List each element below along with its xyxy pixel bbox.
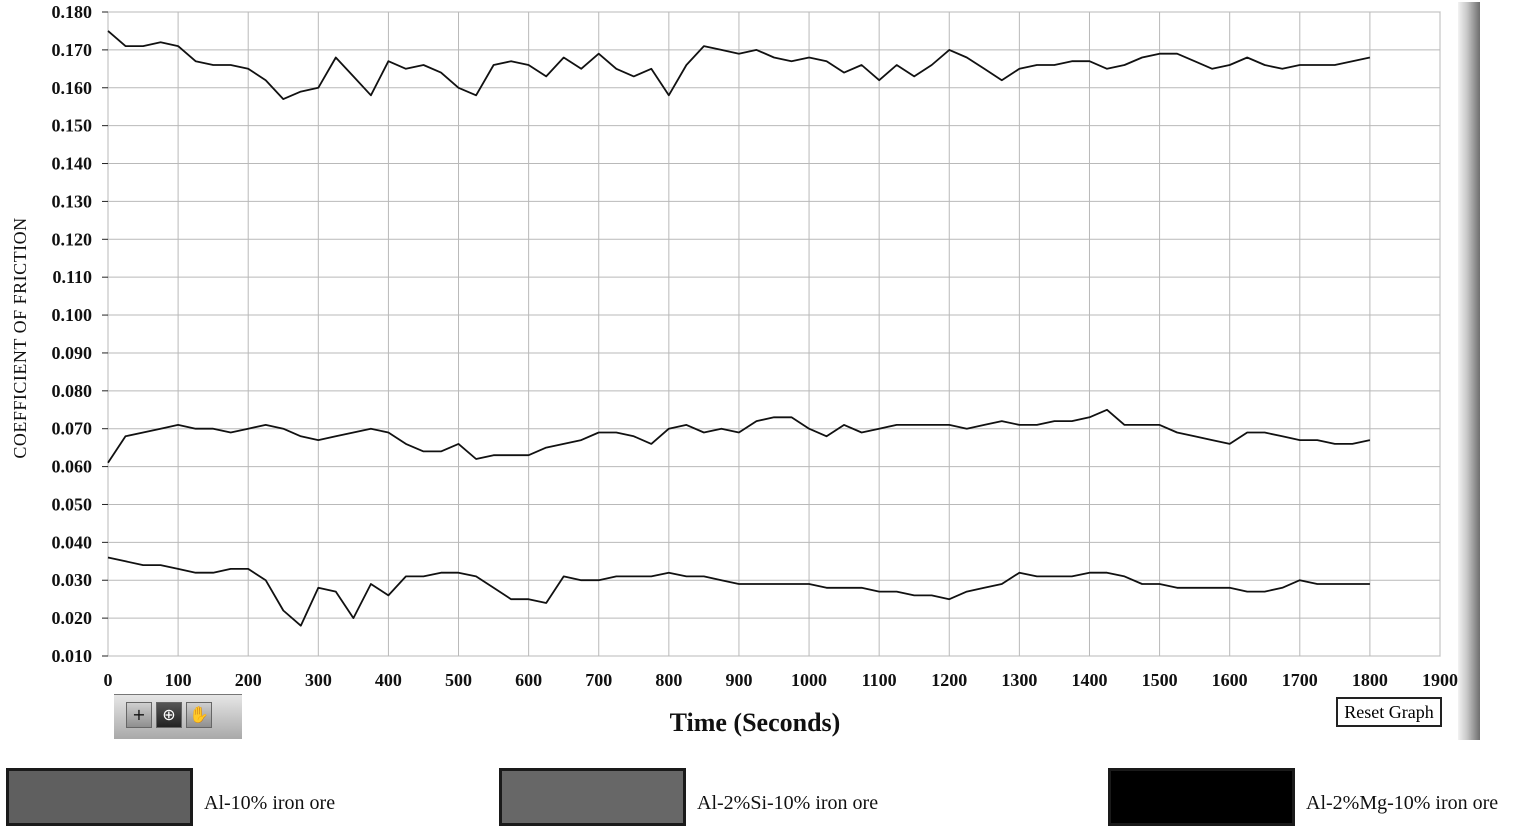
x-tick-label: 100 [165, 670, 192, 690]
y-tick-label: 0.070 [52, 419, 93, 439]
x-tick-label: 300 [305, 670, 332, 690]
y-tick-label: 0.050 [52, 494, 93, 514]
y-tick-label: 0.110 [52, 267, 92, 287]
series-line-2 [107, 408, 1371, 464]
y-tick-labels: 0.010 0.020 0.030 0.040 0.050 0.060 0.070 0.080… [52, 2, 93, 666]
legend-swatch-al-mg [1108, 768, 1295, 826]
x-tick-label: 1100 [862, 670, 897, 690]
vertical-scrollbar[interactable] [1458, 2, 1480, 740]
x-axis-label: Time (Seconds) [670, 708, 841, 737]
x-tick-label: 400 [375, 670, 402, 690]
y-tick-label: 0.010 [52, 646, 93, 666]
y-axis-label: COEFFICIENT OF FRICTION [10, 217, 30, 458]
series-line-1 [107, 30, 1371, 100]
y-tick-label: 0.120 [52, 229, 93, 249]
y-tick-label: 0.040 [52, 532, 93, 552]
y-tick-label: 0.160 [52, 78, 93, 98]
y-tick-label: 0.060 [52, 457, 93, 477]
x-tick-label: 1200 [931, 670, 967, 690]
legend-swatch-al-10 [6, 768, 193, 826]
x-tick-label: 1800 [1352, 670, 1388, 690]
x-tick-label: 1600 [1212, 670, 1248, 690]
y-tick-label: 0.020 [52, 608, 93, 628]
x-tick-label: 700 [585, 670, 612, 690]
x-tick-label: 1300 [1001, 670, 1037, 690]
zoom-icon[interactable]: ⊕ [156, 702, 182, 728]
series-line-3 [107, 556, 1370, 627]
y-tick-label: 0.090 [52, 343, 93, 363]
legend-label-al-si: Al-2%Si-10% iron ore [697, 792, 879, 814]
x-tick-labels: 0 100 200 300 400 500 600 700 800 900 1000 1100 1200… [104, 670, 1459, 690]
x-tick-label: 200 [235, 670, 262, 690]
legend-label-al-10: Al-10% iron ore [204, 792, 336, 814]
x-tick-label: 1000 [791, 670, 827, 690]
legend-swatch-al-si [499, 768, 686, 826]
x-tick-label: 900 [725, 670, 752, 690]
x-tick-label: 1400 [1071, 670, 1107, 690]
x-tick-label: 0 [104, 670, 113, 690]
x-tick-label: 800 [655, 670, 682, 690]
grid-lines [102, 11, 1441, 657]
reset-graph-button[interactable]: Reset Graph [1336, 697, 1442, 727]
y-tick-label: 0.030 [52, 570, 93, 590]
x-tick-label: 1500 [1142, 670, 1178, 690]
x-tick-label: 500 [445, 670, 472, 690]
y-tick-label: 0.130 [52, 191, 93, 211]
series-lines [107, 30, 1371, 627]
plot-background [107, 11, 1441, 657]
y-tick-label: 0.140 [52, 154, 93, 174]
y-tick-label: 0.180 [52, 2, 93, 22]
graph-palette: + ⊕ ✋ [114, 694, 242, 739]
crosshair-icon[interactable]: + [126, 702, 152, 728]
pan-hand-icon[interactable]: ✋ [186, 702, 212, 728]
y-tick-label: 0.150 [52, 116, 93, 136]
y-tick-label: 0.100 [52, 305, 93, 325]
x-tick-label: 1900 [1422, 670, 1458, 690]
legend-label-al-mg: Al-2%Mg-10% iron ore [1306, 792, 1499, 814]
x-tick-label: 1700 [1282, 670, 1318, 690]
y-tick-label: 0.080 [52, 381, 93, 401]
x-tick-label: 600 [515, 670, 542, 690]
y-tick-label: 0.170 [52, 40, 93, 60]
